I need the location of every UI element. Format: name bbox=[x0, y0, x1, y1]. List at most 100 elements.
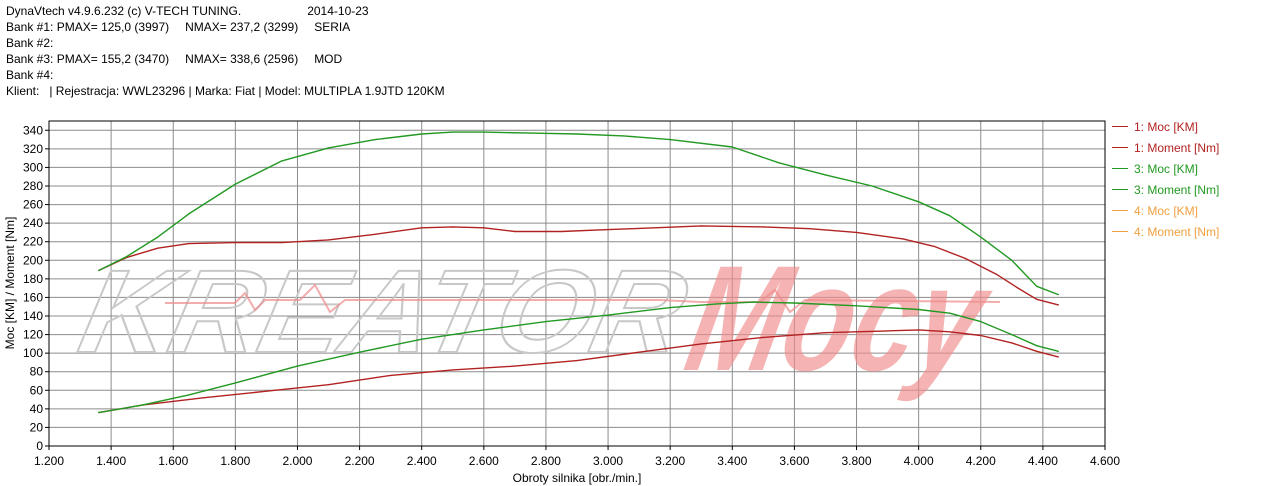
legend-swatch bbox=[1112, 210, 1128, 211]
series-point bbox=[514, 365, 516, 367]
x-tick-label: 3.200 bbox=[655, 454, 685, 468]
legend-item: 1: Moc [KM] bbox=[1112, 116, 1219, 137]
series-point bbox=[949, 215, 951, 217]
series-point bbox=[607, 314, 609, 316]
chart-axes: 1.200 1.400 1.600 1.800 2.000 2.200 2.400 2.600… bbox=[23, 120, 1120, 468]
series-point bbox=[1036, 298, 1038, 300]
series-point bbox=[1057, 350, 1059, 352]
y-tick-label: 340 bbox=[23, 123, 43, 137]
series-point bbox=[421, 227, 423, 229]
legend-item: 4: Moc [KM] bbox=[1112, 200, 1219, 221]
series-point bbox=[359, 351, 361, 353]
series-point bbox=[327, 147, 330, 149]
legend-item: 1: Moment [Nm] bbox=[1112, 137, 1219, 158]
series-point bbox=[126, 256, 128, 258]
header-line-bank4: Bank #4: bbox=[6, 67, 445, 83]
series-point bbox=[483, 227, 485, 229]
x-tick-label: 4.600 bbox=[1090, 454, 1120, 468]
series-point bbox=[1036, 285, 1038, 287]
series-point bbox=[1057, 304, 1059, 306]
series-point bbox=[203, 397, 205, 399]
series-point bbox=[753, 301, 755, 303]
y-tick-label: 60 bbox=[30, 383, 44, 397]
x-tick-label: 1.200 bbox=[34, 454, 64, 468]
series-point bbox=[327, 239, 330, 241]
series-point bbox=[1036, 350, 1038, 352]
series-point bbox=[421, 133, 423, 135]
series-point bbox=[638, 351, 640, 353]
y-tick-label: 200 bbox=[23, 253, 43, 267]
series-point bbox=[483, 131, 485, 133]
x-tick-label: 2.200 bbox=[345, 454, 375, 468]
bank3-pmax: PMAX= 155,2 (3470) bbox=[56, 52, 170, 66]
series-3-moc-km bbox=[98, 301, 1059, 414]
series-point bbox=[98, 269, 100, 272]
series-point bbox=[949, 312, 951, 314]
watermark-word-2: Mocy bbox=[674, 236, 1004, 403]
series-point bbox=[374, 233, 376, 235]
y-tick-label: 220 bbox=[23, 235, 43, 249]
series-point bbox=[421, 338, 423, 340]
bank1-nmax: NMAX= 237,2 (3299) bbox=[185, 20, 299, 34]
series-point bbox=[514, 230, 516, 233]
series-point bbox=[918, 201, 920, 203]
series-line bbox=[98, 225, 1059, 306]
chart-series bbox=[98, 131, 1059, 414]
header-line-bank1: Bank #1: PMAX= 125,0 (3997) NMAX= 237,2 (… bbox=[6, 19, 445, 35]
watermark-logo: KREATOR Mocy bbox=[69, 236, 1005, 403]
legend-label: 4: Moment [Nm] bbox=[1134, 224, 1220, 239]
legend-swatch bbox=[1112, 147, 1128, 148]
series-point bbox=[1011, 259, 1013, 261]
watermark-word-1: KREATOR bbox=[70, 246, 698, 378]
header-line-bank2: Bank #2: bbox=[6, 35, 445, 51]
series-point bbox=[980, 334, 982, 337]
series-point bbox=[141, 404, 143, 406]
series-point bbox=[949, 331, 951, 333]
x-axis-label: Obroty silnika [obr./min.] bbox=[513, 471, 642, 485]
series-point bbox=[887, 330, 889, 332]
y-tick-label: 100 bbox=[23, 346, 43, 360]
x-tick-label: 2.000 bbox=[282, 454, 312, 468]
y-tick-label: 320 bbox=[23, 142, 43, 156]
y-tick-label: 260 bbox=[23, 198, 43, 212]
y-tick-label: 40 bbox=[30, 402, 44, 416]
x-tick-label: 2.600 bbox=[469, 454, 499, 468]
legend-label: 4: Moc [KM] bbox=[1134, 203, 1199, 218]
legend-label: 1: Moc [KM] bbox=[1134, 119, 1199, 134]
test-date: 2014-10-23 bbox=[307, 4, 369, 18]
series-1-moc-km bbox=[98, 329, 1059, 414]
plot-area bbox=[49, 121, 1105, 446]
x-tick-label: 3.000 bbox=[593, 454, 623, 468]
series-point bbox=[483, 329, 485, 331]
y-tick-label: 140 bbox=[23, 309, 43, 323]
series-point bbox=[824, 332, 827, 334]
x-tick-label: 4.400 bbox=[1028, 454, 1058, 468]
x-tick-label: 2.800 bbox=[531, 454, 561, 468]
series-point bbox=[607, 229, 609, 231]
series-point bbox=[918, 329, 920, 331]
legend-swatch bbox=[1112, 189, 1128, 190]
series-point bbox=[452, 131, 454, 133]
series-point bbox=[234, 183, 236, 185]
y-tick-label: 240 bbox=[23, 216, 43, 230]
app-title: DynaVtech v4.9.6.232 (c) V-TECH TUNING. bbox=[6, 4, 242, 18]
bank3-nmax: NMAX= 338,6 (2596) bbox=[185, 52, 299, 66]
y-axis-label: Moc [KM] / Moment [Nm] bbox=[3, 217, 17, 350]
series-point bbox=[296, 365, 299, 367]
x-tick-label: 1.800 bbox=[220, 454, 250, 468]
y-tick-label: 120 bbox=[23, 328, 43, 342]
series-point bbox=[1017, 287, 1019, 289]
legend-item: 3: Moment [Nm] bbox=[1112, 179, 1219, 200]
bank1-name: SERIA bbox=[314, 20, 351, 34]
x-tick-label: 4.000 bbox=[904, 454, 934, 468]
header-line-bank3: Bank #3: PMAX= 155,2 (3470) NMAX= 338,6 (… bbox=[6, 51, 445, 67]
series-point bbox=[1011, 334, 1013, 336]
bank3-label: Bank #3: bbox=[6, 52, 54, 66]
legend-swatch bbox=[1112, 126, 1128, 127]
y-tick-label: 0 bbox=[36, 439, 43, 453]
y-tick-label: 300 bbox=[23, 160, 43, 174]
series-point bbox=[778, 162, 780, 164]
x-tick-label: 4.200 bbox=[966, 454, 996, 468]
series-point bbox=[234, 382, 236, 384]
